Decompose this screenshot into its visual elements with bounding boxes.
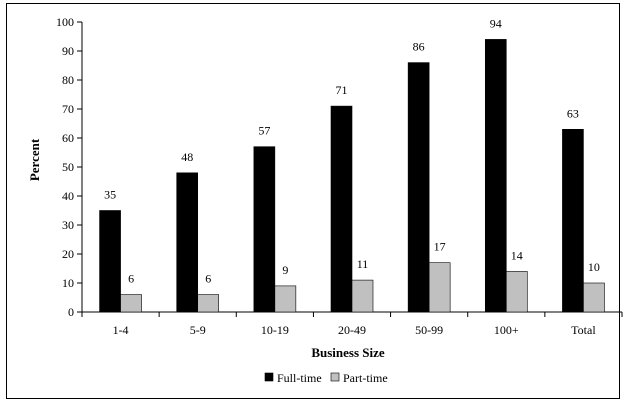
full-time-bar [562,129,584,313]
y-tick-label: 30 [62,218,74,232]
part-time-bar [505,271,528,313]
part-time-value-label: 9 [282,263,288,277]
full-time-value-label: 35 [104,188,116,202]
full-time-bar [484,39,507,313]
part-time-value-label: 14 [511,248,523,262]
y-tick-label: 60 [62,131,74,145]
part-time-bar [428,262,451,313]
full-time-value-label: 86 [413,40,425,54]
x-tick-label: 1-4 [113,323,129,337]
x-tick-label: 100+ [494,323,519,337]
x-tick-label: 5-9 [190,323,206,337]
part-time-bar [351,279,374,313]
full-time-value-label: 71 [336,83,348,97]
bars [99,39,605,313]
part-time-bar [274,285,297,313]
part-time-bar [583,282,605,313]
y-axis: 0 10 20 30 40 50 60 70 80 90 100 [56,15,83,319]
x-axis: 1-4 5-9 10-19 20-49 50-99 100+ Total [81,311,623,337]
legend-label-full-time: Full-time [277,371,322,385]
part-time-value-label: 6 [128,272,134,286]
full-time-bar [407,62,430,313]
y-axis-title: Percent [27,138,42,181]
full-time-bar [253,146,276,313]
part-time-bar [197,294,220,313]
chart-frame [6,3,620,399]
part-time-value-label: 11 [357,257,369,271]
y-tick-label: 50 [62,160,74,174]
y-tick-label: 100 [56,15,74,29]
x-axis-title: Business Size [311,345,385,360]
y-tick-label: 20 [62,247,74,261]
y-tick-label: 80 [62,73,74,87]
full-time-value-label: 63 [567,106,579,120]
data-labels: 35 48 57 71 86 94 63 6 6 9 11 17 14 10 [104,16,600,285]
y-tick-label: 90 [62,44,74,58]
full-time-bar [176,172,199,313]
part-time-value-label: 17 [434,240,446,254]
x-tick-label: 10-19 [261,323,289,337]
part-time-value-label: 10 [588,260,600,274]
full-time-value-label: 57 [258,124,270,138]
part-time-bar [120,294,142,313]
full-time-bar [99,210,121,313]
legend-swatch-full-time [264,372,274,382]
legend-label-part-time: Part-time [343,371,388,385]
legend-swatch-part-time [330,372,340,382]
full-time-value-label: 94 [490,16,502,30]
full-time-value-label: 48 [181,150,193,164]
y-tick-label: 40 [62,189,74,203]
x-tick-label: Total [571,323,596,337]
part-time-value-label: 6 [205,272,211,286]
x-tick-label: 20-49 [338,323,366,337]
y-tick-label: 10 [62,276,74,290]
y-tick-label: 70 [62,102,74,116]
y-tick-label: 0 [68,305,74,319]
x-tick-label: 50-99 [415,323,443,337]
full-time-bar [330,105,353,313]
legend: Full-time Part-time [264,371,388,385]
